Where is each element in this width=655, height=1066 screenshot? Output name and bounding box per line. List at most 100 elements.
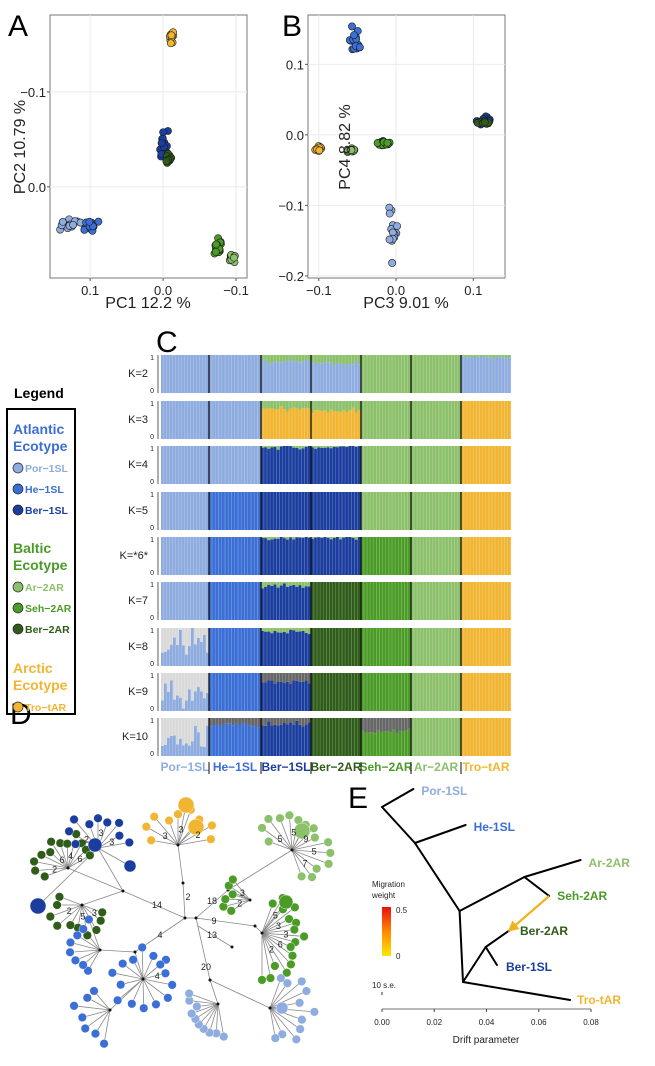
legend-marker-icon	[13, 624, 23, 634]
branch-mutation-label: 2	[237, 898, 242, 908]
median-vector-node	[231, 946, 234, 949]
branch-mutation-label: 3	[284, 930, 289, 940]
haplotype-node-por	[271, 1034, 280, 1043]
haplotype-node-he	[138, 943, 147, 952]
branch-mutation-label: 14	[152, 900, 162, 910]
haplotype-node-ar	[264, 815, 273, 824]
haplotype-node-ar	[258, 824, 267, 833]
y-tick-label: 1	[150, 492, 154, 499]
haplotype-node-por	[302, 987, 311, 996]
tree-branch	[460, 911, 463, 982]
haplotype-node-tro	[178, 797, 194, 813]
branch-mutation-label: 3	[92, 908, 97, 918]
y-tick-label: −0.1	[20, 85, 46, 100]
branch-mutation-label: 2	[195, 830, 200, 840]
tree-branch	[524, 860, 580, 877]
population-label: Por−1SL	[160, 760, 209, 774]
tip-label: Seh-2AR	[557, 889, 607, 903]
haplotype-node-ber1	[70, 815, 79, 824]
haplotype-node-por	[310, 1008, 319, 1017]
haplotype-node-ber1	[85, 820, 94, 829]
haplotype-node-seh	[219, 902, 228, 911]
haplotype-node-ber2	[55, 892, 64, 901]
haplotype-node-tro	[150, 812, 159, 821]
haplotype-node-ber1	[88, 838, 102, 852]
haplotype-node-tro	[147, 836, 156, 845]
haplotype-node-he	[100, 1039, 109, 1048]
tip-label: Tro-tAR	[577, 993, 621, 1007]
branch-mutation-label: 2	[52, 864, 57, 874]
haplotype-node-seh	[287, 960, 296, 969]
haplotype-node-seh	[279, 895, 293, 909]
haplotype-node-por	[187, 1009, 196, 1018]
network-edge	[270, 1008, 275, 1038]
x-tick-label: 0.1	[81, 283, 99, 298]
branch-mutation-label: 13	[207, 930, 217, 940]
population-label: Ber−1SL	[261, 760, 310, 774]
haplotype-node-seh	[288, 951, 297, 960]
admixture-row-8: K=810	[128, 628, 511, 668]
treemix-tree: Drift parameter Por-1SLHe-1SLAr-2ARSeh-2…	[371, 784, 630, 1046]
x-tick-label: −0.1	[306, 283, 332, 298]
legend-item-label: He−1SL	[25, 484, 64, 496]
legend-item-label: Seh−2AR	[25, 603, 72, 615]
haplotype-node-por	[185, 989, 194, 998]
population-label: He−1SL	[213, 760, 257, 774]
branch-mutation-label: 3	[163, 831, 168, 841]
migration-legend-title: weight	[371, 891, 396, 900]
haplotype-node-ber2	[30, 857, 39, 866]
median-vector-node	[209, 979, 212, 982]
branch-mutation-label: 2	[185, 892, 190, 902]
haplotype-node-ber2	[63, 839, 72, 848]
haplotype-node-ar	[309, 824, 318, 833]
admixture-plot: K=210K=310K=410K=510K=*6*10K=710K=810K=9…	[120, 355, 512, 774]
y-axis-label: PC4 8.82 %	[337, 104, 354, 189]
y-tick-label: 1	[150, 718, 154, 725]
migration-weight-colorbar	[382, 907, 391, 956]
network-edge	[85, 1010, 110, 1028]
population-label: Ar−2AR	[414, 760, 459, 774]
branch-mutation-label: 4	[157, 930, 162, 940]
haplotype-node-he	[83, 993, 92, 1002]
median-vector-node	[195, 917, 198, 920]
k-label: K=7	[128, 595, 148, 607]
median-vector-node	[254, 925, 257, 928]
branch-mutation-label: 9	[211, 916, 216, 926]
data-point-por-1sl	[59, 218, 66, 225]
panel-label-b: B	[282, 10, 302, 43]
k-label: K=3	[128, 414, 148, 426]
haplotype-node-he	[91, 1029, 100, 1038]
x-tick-label: 0.02	[426, 1018, 442, 1027]
k-label: K=2	[128, 368, 148, 380]
admixture-row-2: K=210	[128, 355, 511, 395]
branch-mutation-label: 6	[278, 939, 283, 949]
branch-mutation-label: 6	[60, 855, 65, 865]
haplotype-node-ber2	[40, 872, 49, 881]
y-tick-label: 1	[150, 673, 154, 680]
haplotype-node-ber1	[124, 860, 136, 872]
data-point-seh-2ar	[384, 139, 391, 146]
y-tick-label: −0.2	[278, 269, 304, 284]
haplotype-node-ber2	[31, 866, 40, 875]
haplotype-node-ber2	[96, 916, 105, 925]
haplotype-node-he	[81, 1024, 90, 1033]
branch-mutation-label: 6	[77, 854, 82, 864]
network-edge	[98, 848, 123, 891]
haplotype-node-tro	[208, 821, 217, 830]
haplotype-node-seh	[221, 895, 230, 904]
y-tick-label: 0.0	[286, 128, 304, 143]
branch-mutation-label: 20	[201, 962, 211, 972]
haplotype-node-tro	[142, 822, 151, 831]
admixture-row-3: K=310	[128, 401, 511, 441]
network-edge	[82, 891, 123, 905]
k-label: K=10	[122, 731, 148, 743]
panel-label-c: C	[156, 326, 178, 359]
haplotype-node-ber1	[71, 840, 80, 849]
data-point-ber-2ar	[481, 119, 488, 126]
network-edge	[142, 947, 143, 979]
data-point-ber-1sl	[158, 140, 165, 147]
haplotype-node-ar	[324, 838, 333, 847]
haplotype-node-ber1	[115, 831, 124, 840]
